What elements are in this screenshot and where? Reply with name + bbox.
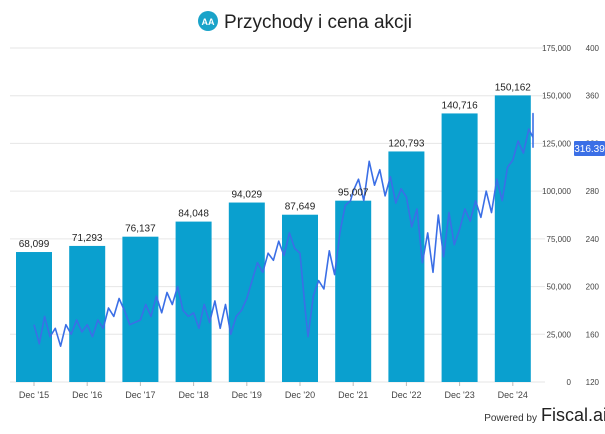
brand-logo-text: Fiscal.ai: [541, 405, 605, 425]
revenue-bar: [441, 113, 478, 382]
last-price-badge-bg: [574, 141, 605, 156]
footer-branding: Powered by Fiscal.ai: [484, 405, 605, 425]
price-line: [33, 112, 534, 348]
bar-value-label: 87,649: [285, 202, 316, 213]
company-logo-text: AA: [202, 17, 215, 27]
x-tick-label: Dec '15: [19, 390, 49, 400]
x-tick-label: Dec '24: [498, 390, 528, 400]
x-tick-label: Dec '17: [125, 390, 155, 400]
right-axis-tick-label: 200: [586, 283, 600, 292]
x-tick-label: Dec '16: [72, 390, 102, 400]
bar-value-label: 84,048: [178, 209, 209, 220]
right-axis-tick-label: 240: [586, 235, 600, 244]
company-logo: [198, 11, 218, 31]
x-tick-label: Dec '22: [391, 390, 421, 400]
right-axis-tick-label: 280: [586, 187, 600, 196]
bar-value-label: 140,716: [442, 100, 479, 111]
price-line-layer: [33, 112, 534, 348]
x-tick-label: Dec '20: [285, 390, 315, 400]
revenue-bar: [388, 151, 425, 382]
bar-value-label: 68,099: [19, 239, 50, 250]
right-axis-ticks: 400360320280240200160120: [586, 44, 600, 387]
left-axis-ticks: 175,000 150,000 125,000 100,000 75,000 50,000…: [542, 44, 571, 387]
last-price-badge: 316.39: [574, 141, 605, 156]
chart-title: Przychody i cena akcji: [224, 12, 412, 33]
left-axis-tick-label: 75,000: [547, 235, 572, 244]
bar-value-label: 120,793: [388, 138, 425, 149]
bar-value-label: 95,007: [338, 188, 369, 199]
chart-header: AA Przychody i cena akcji: [198, 11, 412, 33]
right-axis-tick-label: 360: [586, 92, 600, 101]
left-axis-tick-label: 125,000: [542, 139, 571, 148]
powered-by-text: Powered by: [484, 413, 537, 424]
revenue-bar: [282, 214, 318, 382]
bar-value-label: 76,137: [125, 224, 156, 235]
x-tick-label: Dec '18: [178, 390, 208, 400]
right-axis-tick-label: 400: [586, 44, 600, 53]
left-axis-tick-label: 150,000: [542, 92, 571, 101]
bar-value-labels: 68,099 71,293 76,137 84,048 94,029 87,649 95,0…: [19, 82, 532, 250]
x-tick-label: Dec '19: [232, 390, 262, 400]
left-axis-tick-label: 0: [567, 378, 572, 387]
right-axis-tick-label: 160: [586, 330, 600, 339]
x-tick-label: Dec '21: [338, 390, 368, 400]
revenue-bars: [16, 95, 531, 383]
revenue-bar: [16, 252, 52, 382]
x-axis-ticks: Dec '15 Dec '16 Dec '17 Dec '18 Dec '19 Dec '…: [19, 382, 528, 400]
left-axis-tick-label: 25,000: [547, 330, 572, 339]
right-axis-tick-label: 120: [586, 378, 600, 387]
revenue-bar: [228, 202, 265, 382]
left-axis-tick-label: 175,000: [542, 44, 571, 53]
left-axis-tick-label: 100,000: [542, 187, 571, 196]
bar-value-label: 94,029: [232, 190, 263, 201]
x-tick-label: Dec '23: [444, 390, 474, 400]
bar-value-label: 150,162: [495, 82, 532, 93]
last-price-value: 316.39: [574, 144, 605, 155]
revenue-bar: [494, 95, 531, 383]
revenue-bar: [69, 245, 106, 382]
bar-value-label: 71,293: [72, 233, 103, 244]
revenue-bar: [335, 200, 372, 382]
left-axis-tick-label: 50,000: [547, 283, 572, 292]
